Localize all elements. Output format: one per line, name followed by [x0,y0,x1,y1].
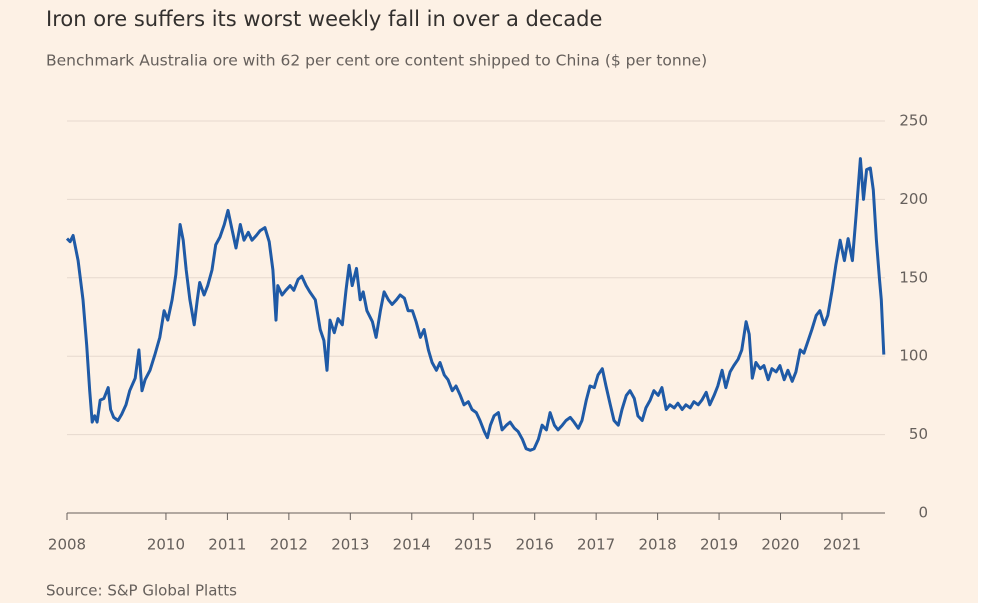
x-tick-label: 2017 [577,536,615,554]
chart-subtitle: Benchmark Australia ore with 62 per cent… [46,52,707,70]
x-tick-label: 2012 [270,536,308,554]
line [65,157,886,452]
y-tick-label: 150 [899,268,928,286]
y-tick-label: 100 [899,347,928,365]
x-tick-label: 2020 [761,536,799,554]
x-tick-label: 2015 [454,536,492,554]
x-tick-label: 2011 [208,536,246,554]
y-tick-label: 50 [909,425,928,443]
y-tick-label: 0 [918,504,928,522]
x-tick-label: 2010 [147,536,185,554]
chart-title: Iron ore suffers its worst weekly fall i… [46,7,602,31]
y-tick-label: 250 [899,112,928,130]
x-tick-label: 2014 [393,536,431,554]
x-tick-label: 2018 [639,536,677,554]
x-tick-label: 2013 [331,536,369,554]
x-tick-label: 2008 [48,536,86,554]
x-tick-label: 2019 [700,536,738,554]
x-tick-label: 2021 [823,536,861,554]
source: Source: S&P Global Platts [46,582,237,600]
x-tick-label: 2016 [516,536,554,554]
y-tick-label: 200 [899,190,928,208]
